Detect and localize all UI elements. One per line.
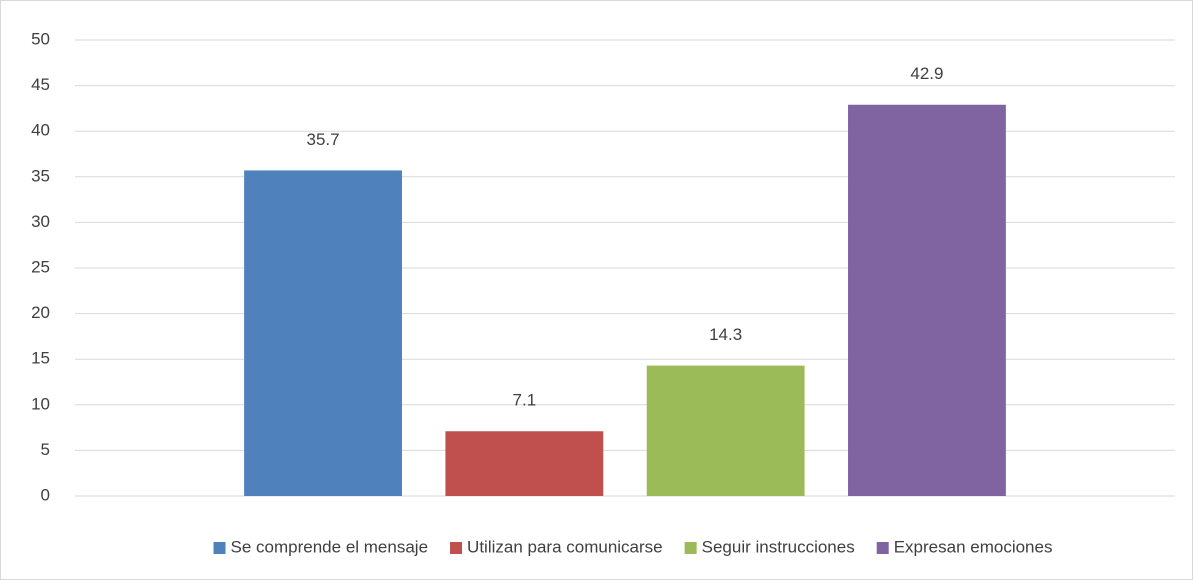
legend-label: Seguir instrucciones [702,537,855,556]
y-tick-label: 15 [31,349,50,368]
bar [445,431,604,496]
bar [848,104,1006,496]
y-tick-label: 10 [31,394,50,413]
legend-swatch [876,542,889,554]
legend-label: Expresan emociones [894,537,1053,556]
y-tick-label: 30 [31,212,50,231]
y-tick-label: 25 [31,257,50,276]
data-label: 35.7 [307,130,340,149]
legend: Se comprende el mensaje Utilizan para com… [213,537,1053,556]
y-tick-label: 45 [31,75,50,94]
y-tick-label: 35 [31,166,50,185]
legend-label: Se comprende el mensaje [231,537,429,556]
y-tick-label: 40 [31,121,50,140]
bar [646,365,805,496]
y-tick-label: 0 [41,485,50,504]
data-label: 42.9 [910,64,943,83]
legend-label: Utilizan para comunicarse [467,537,663,556]
y-tick-label: 5 [41,440,50,459]
data-label: 7.1 [513,391,537,410]
y-tick-label: 50 [31,29,50,48]
data-label: 14.3 [709,325,742,344]
legend-swatch [450,542,463,554]
bar [244,170,402,496]
legend-swatch [684,542,697,554]
y-tick-label: 20 [31,303,50,322]
legend-swatch [213,542,226,554]
